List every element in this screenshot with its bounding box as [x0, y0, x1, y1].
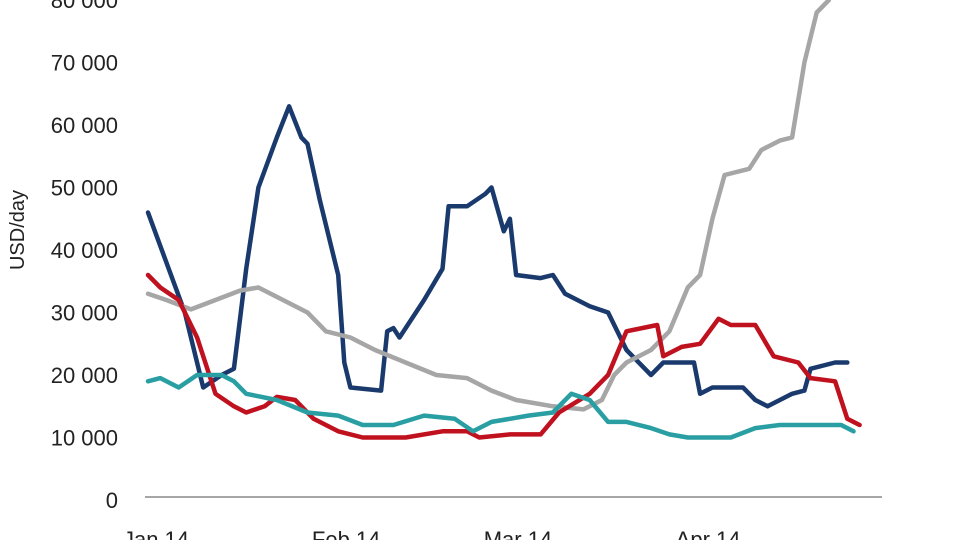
y-tick-label: 10 000 — [51, 426, 118, 451]
y-tick-label: 60 000 — [51, 113, 118, 138]
x-tick-label: Apr 14 — [676, 527, 741, 540]
y-axis-title: USD/day — [7, 190, 29, 270]
y-tick-label: 50 000 — [51, 176, 118, 201]
series-line-4 — [145, 372, 856, 440]
series-line-2 — [145, 0, 832, 412]
series-lines — [145, 0, 862, 440]
x-axis-tick-labels: Jan 14 Feb 14 Mar 14 Apr 14 — [123, 527, 741, 540]
y-tick-label: 70 000 — [51, 51, 118, 76]
x-tick-label: Mar 14 — [484, 527, 552, 540]
y-tick-label: 0 — [106, 488, 118, 513]
series-line-3 — [145, 272, 862, 440]
y-axis-tick-labels: 0 10 000 20 000 30 000 40 000 50 000 60 000 70 … — [51, 0, 118, 513]
x-tick-label: Jan 14 — [123, 527, 189, 540]
series-line-1 — [145, 104, 850, 409]
y-tick-label: 80 000 — [51, 0, 118, 13]
y-axis-title-group: USD/day — [7, 190, 29, 270]
y-tick-label: 20 000 — [51, 363, 118, 388]
y-tick-label: 30 000 — [51, 301, 118, 326]
x-tick-label: Feb 14 — [312, 527, 381, 540]
y-tick-label: 40 000 — [51, 238, 118, 263]
